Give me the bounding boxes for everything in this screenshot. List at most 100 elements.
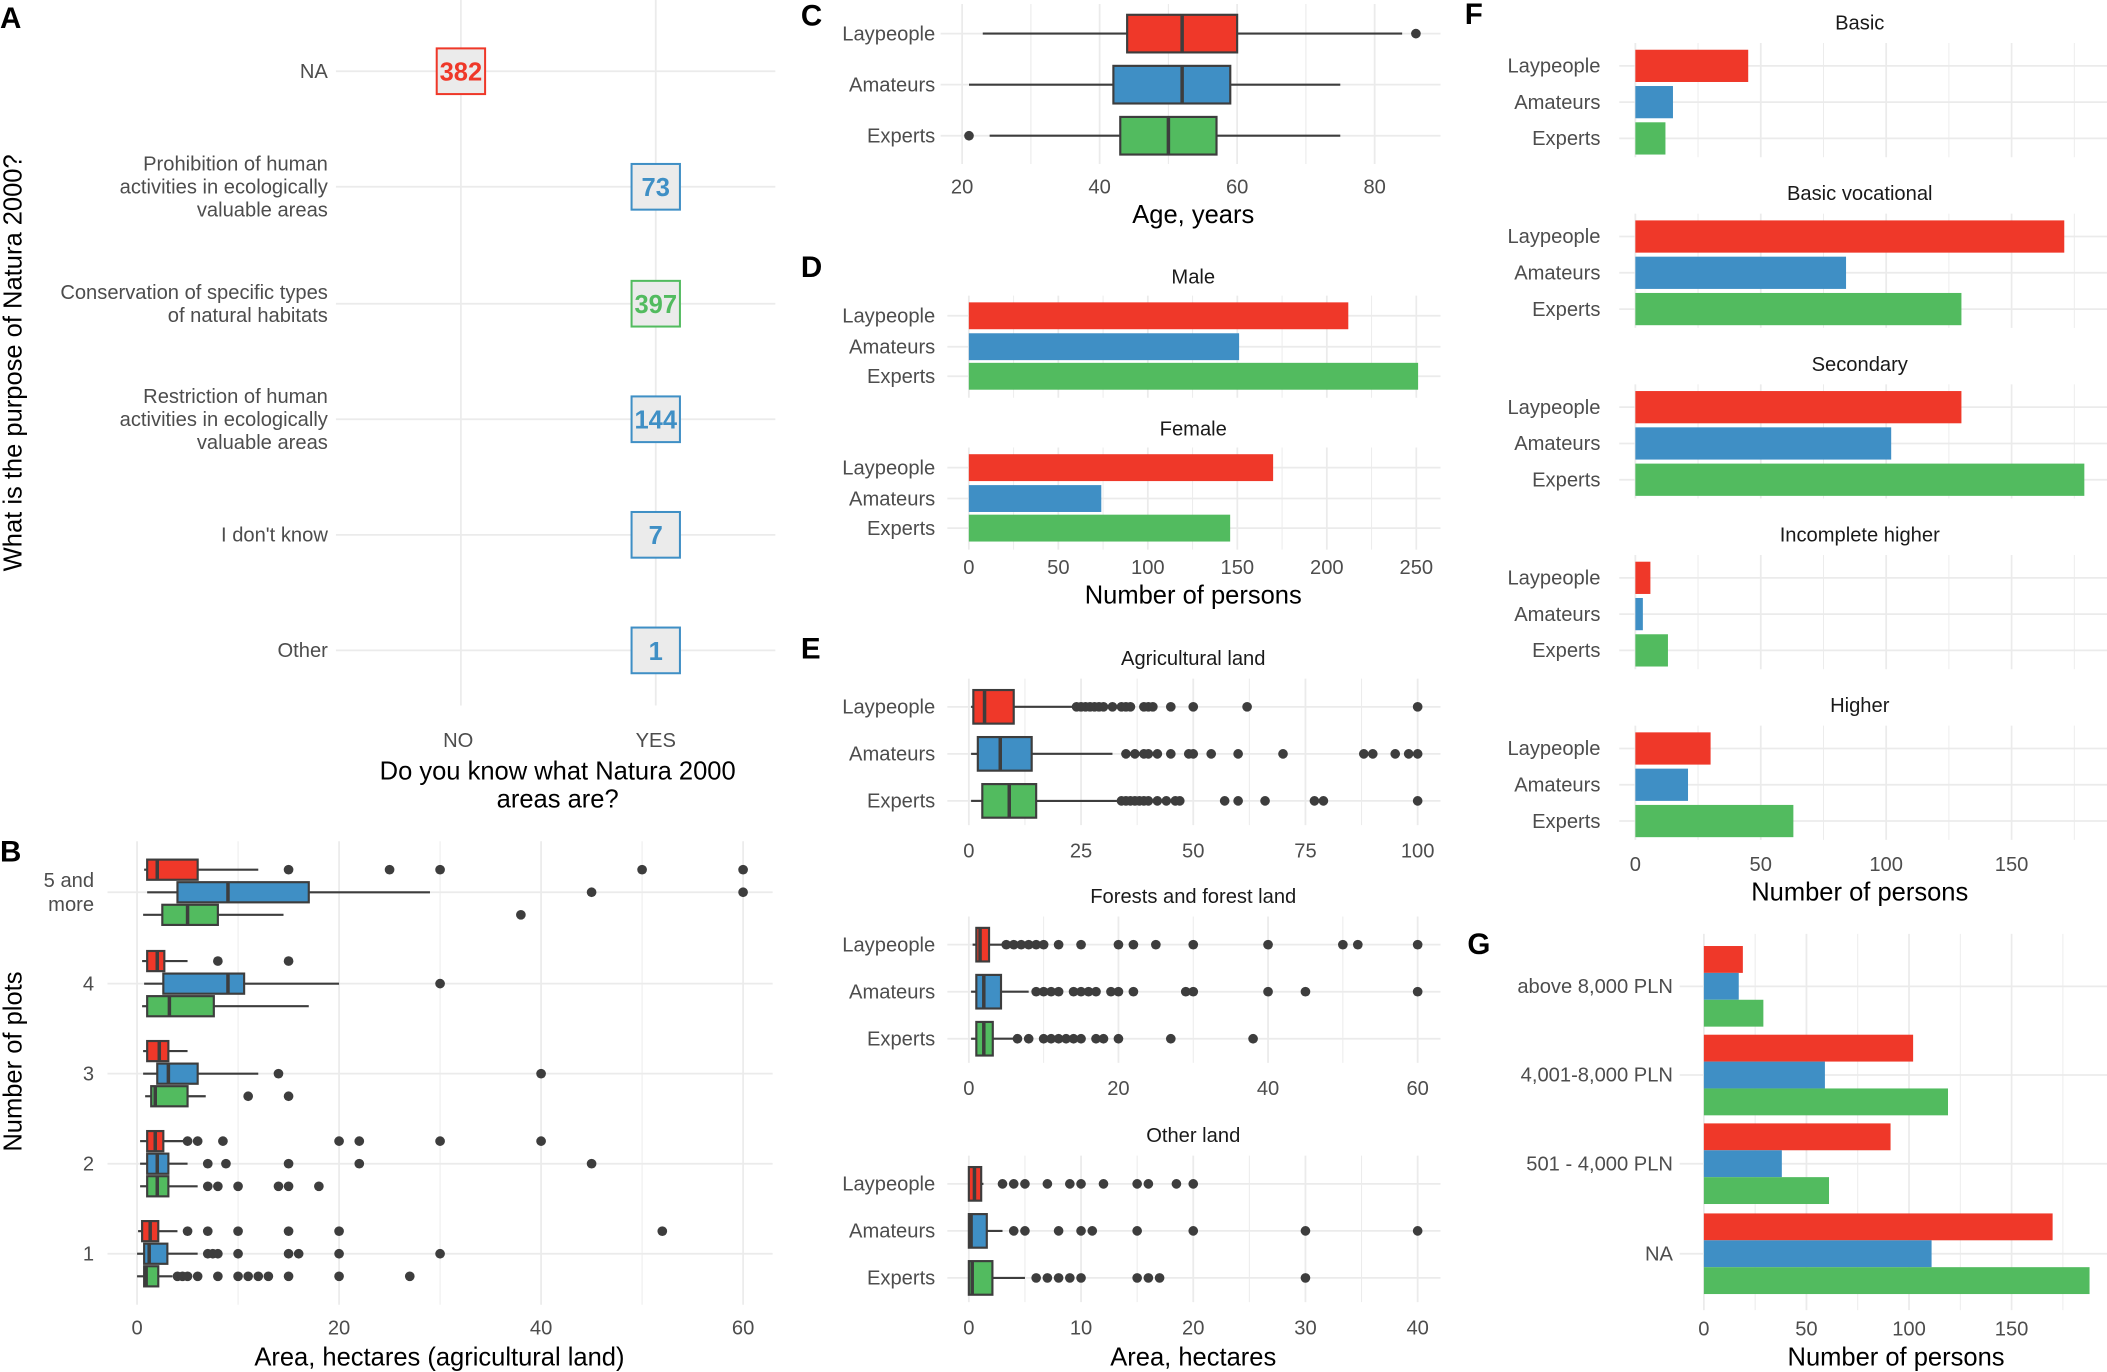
- outlier-point: [1012, 1033, 1023, 1044]
- outlier-point: [273, 1068, 284, 1079]
- x-tick-label: 0: [963, 840, 974, 862]
- x-tick-label: 150: [1221, 557, 1255, 579]
- y-category-label: Experts: [867, 1268, 935, 1290]
- box-laypeople: [972, 688, 1015, 725]
- y-category-label: Amateurs: [1514, 433, 1600, 455]
- x-tick-label: 25: [1070, 840, 1092, 862]
- box-laypeople: [146, 858, 199, 881]
- outlier-point: [1064, 1273, 1075, 1283]
- outlier-point: [1263, 986, 1273, 997]
- outlier-point: [1233, 749, 1243, 759]
- outlier-point: [1053, 939, 1064, 950]
- outlier-point: [1068, 1033, 1079, 1044]
- outlier-point: [1046, 986, 1056, 997]
- facet-title: Higher: [1830, 695, 1890, 717]
- outlier-point: [1038, 1033, 1049, 1044]
- bar-laypeople: [1703, 1213, 2053, 1241]
- outlier-point: [1128, 986, 1139, 997]
- bar-amateurs: [1703, 972, 1739, 1000]
- bar-laypeople: [1703, 1123, 1891, 1151]
- x-tick-label: 0: [963, 557, 974, 579]
- x-tick-label: 60: [732, 1317, 754, 1339]
- outlier-point: [354, 1136, 365, 1146]
- y-category-label: Laypeople: [842, 934, 935, 956]
- bar-amateurs: [1635, 427, 1892, 460]
- x-tick-label: 0: [1698, 1319, 1709, 1341]
- outlier-point: [1171, 1179, 1182, 1189]
- outlier-point: [293, 1248, 304, 1259]
- outlier-point: [1154, 1273, 1165, 1283]
- outlier-point: [1106, 986, 1116, 997]
- panel-label-c: C: [801, 0, 822, 33]
- outlier-point: [1091, 986, 1101, 997]
- box-laypeople: [975, 926, 991, 963]
- outlier-point: [1113, 939, 1124, 950]
- bar-experts: [1635, 292, 1962, 326]
- outlier-point: [192, 1136, 203, 1146]
- x-category-label: YES: [636, 730, 676, 752]
- outlier-point: [1278, 749, 1288, 759]
- y-category-label: Laypeople: [842, 306, 935, 328]
- y-category-label: Experts: [867, 1028, 935, 1050]
- y-category-label: activities in ecologically: [120, 409, 329, 431]
- y-category-label: Experts: [867, 518, 935, 540]
- bar-laypeople: [1635, 561, 1651, 594]
- outlier-point: [516, 910, 526, 920]
- bar-experts: [1635, 122, 1666, 155]
- x-tick-label: 200: [1310, 557, 1344, 579]
- outlier-point: [334, 1248, 344, 1259]
- outlier-point: [1165, 749, 1176, 759]
- outlier-point: [1031, 986, 1042, 997]
- count-label: 73: [642, 174, 670, 202]
- outlier-point: [1113, 986, 1124, 997]
- outlier-point: [1188, 701, 1199, 712]
- outlier-point: [1076, 1273, 1086, 1283]
- count-label-box: [435, 47, 487, 96]
- facet-title: Basic vocational: [1787, 183, 1933, 205]
- bar-amateurs: [1703, 1061, 1825, 1089]
- y-category-label: Other: [278, 640, 329, 662]
- y-category-label: Conservation of specific types: [60, 282, 328, 304]
- y-category-label: Amateurs: [1514, 604, 1600, 626]
- bar-amateurs: [968, 485, 1102, 512]
- y-category-label: Amateurs: [849, 336, 935, 358]
- outlier-point: [221, 1158, 231, 1169]
- x-tick-label: 0: [963, 1078, 974, 1100]
- outlier-point: [1087, 1226, 1098, 1236]
- y-category-label: 2: [83, 1153, 94, 1175]
- y-category-label: NA: [1645, 1243, 1674, 1265]
- outlier-point: [1165, 1033, 1176, 1044]
- facet-title: Secondary: [1812, 354, 1909, 376]
- bar-experts: [1635, 463, 2085, 496]
- outlier-point: [182, 1136, 193, 1146]
- y-category-label: Laypeople: [842, 697, 935, 719]
- x-tick-label: 50: [1795, 1319, 1817, 1341]
- x-tick-label: 40: [1257, 1078, 1279, 1100]
- bar-amateurs: [968, 333, 1240, 361]
- outlier-point: [1263, 939, 1273, 950]
- outlier-point: [283, 1226, 294, 1236]
- x-tick-label: 20: [951, 177, 973, 199]
- outlier-point: [1161, 796, 1172, 806]
- bar-amateurs: [1635, 256, 1847, 289]
- x-tick-label: 0: [963, 1317, 974, 1339]
- y-category-label: Experts: [867, 791, 935, 813]
- outlier-point: [1023, 939, 1034, 950]
- outlier-point: [1188, 1179, 1199, 1189]
- outlier-point: [1260, 796, 1270, 806]
- x-tick-label: 150: [1995, 854, 2029, 876]
- x-tick-label: 100: [1131, 557, 1165, 579]
- y-category-label: 1: [83, 1243, 94, 1265]
- x-tick-label: 100: [1401, 840, 1435, 862]
- x-axis-title: areas are?: [497, 786, 619, 814]
- x-axis-title: Area, hectares: [1110, 1343, 1276, 1371]
- outlier-point: [314, 1181, 324, 1192]
- outlier-point: [1125, 701, 1136, 712]
- y-category-label: Experts: [867, 125, 935, 147]
- outlier-point: [1128, 939, 1139, 950]
- outlier-point: [1053, 986, 1064, 997]
- outlier-point: [1219, 796, 1230, 806]
- x-axis-title: Age, years: [1132, 201, 1254, 229]
- x-tick-label: 20: [1182, 1317, 1204, 1339]
- x-tick-label: 100: [1869, 854, 1903, 876]
